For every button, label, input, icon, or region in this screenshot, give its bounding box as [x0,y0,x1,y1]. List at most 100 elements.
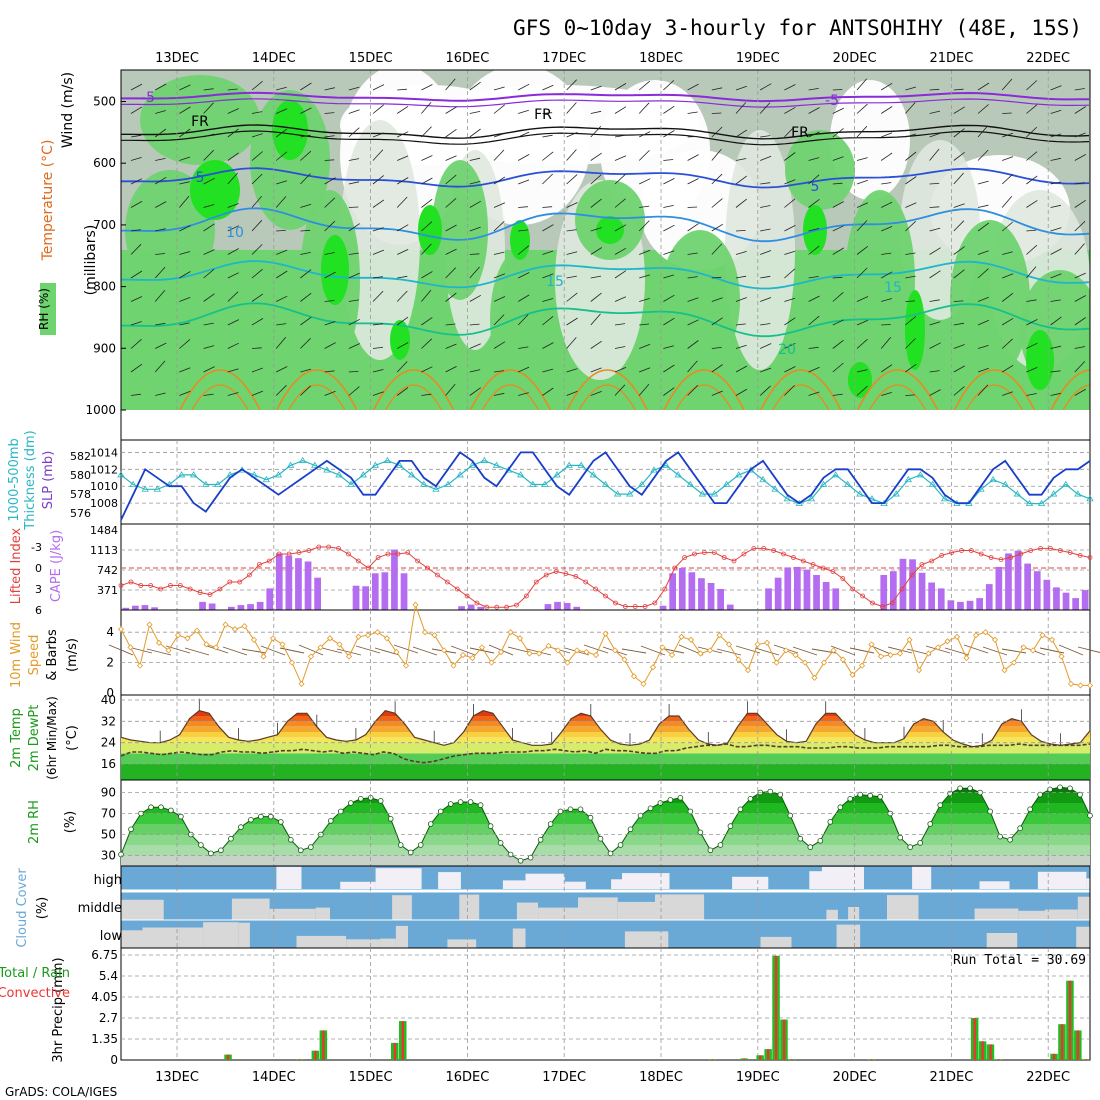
wind-barb [300,173,311,185]
cape-bar [909,559,916,610]
wind-speed-point [478,644,486,651]
cloud-gap [392,895,412,920]
lifted-index-point [395,551,401,557]
wind-speed-point [763,639,771,646]
wind-speed-point [298,680,305,687]
wind-barb [590,227,602,232]
wind-barb [542,273,554,279]
cloud-gap [979,881,1010,889]
thickness-point [868,495,876,502]
wind-barb [929,370,940,373]
rh-area [190,160,240,220]
thickness-point [916,471,925,478]
wind-barb [324,342,336,349]
lifted-index-point [118,583,124,588]
wind-barb [445,224,457,232]
wind-barb [663,105,675,114]
lifted-index-point [929,558,935,564]
wind-barb [227,203,239,208]
wind-barb [711,198,723,208]
thickness-point [1001,480,1009,487]
lifted-index-point [336,546,341,551]
wind-barb [832,291,844,302]
wind-barb [130,134,142,138]
wind-barb [808,228,820,232]
isotherm-line [121,91,1090,103]
wind-barb [754,647,780,656]
lifted-index-point [988,555,994,560]
rh-area [1026,330,1054,390]
wind-barb [542,206,553,208]
wind-barb [542,151,554,161]
wind-barb [663,250,675,255]
isotherm-line [179,369,261,410]
lifted-index-point [266,558,272,564]
rh-point [457,799,464,805]
cape-bar [678,568,686,610]
thickness-point [989,475,997,483]
cloud-gap [269,908,316,920]
cloud-gap [238,922,250,948]
wind-barb [614,174,626,185]
thickness-point [335,471,343,478]
y-tick-label: 742 [97,564,118,577]
cape-bar [314,577,321,610]
thickness-point [722,480,731,487]
wind-barb [179,195,190,208]
lifted-index-line [120,546,1091,608]
wind-barb [421,317,433,326]
wind-barb [977,296,989,302]
wind-barb [179,271,191,279]
thickness-point [553,471,561,478]
precip-convective-bar [1060,1024,1064,1060]
cloud-gap [179,927,204,948]
wind-speed-point [887,651,894,659]
cloud-gap [516,902,538,920]
wind-barb [130,106,143,114]
wind-barb [396,196,408,208]
wind-barb [493,273,506,279]
lifted-index-point [573,574,579,579]
thickness-point [856,490,864,497]
lifted-index-point [741,551,747,557]
wind-barb [760,182,771,185]
wind-barb [905,202,917,208]
isotherm-line [856,369,939,410]
wind-barb [832,247,845,255]
wind-barb [566,275,577,279]
precip-convective-bar [1076,1030,1080,1060]
wind-barb [856,296,869,302]
thickness-point [395,461,404,468]
lifted-index-point [444,579,450,585]
y-tick-label: 6.75 [91,948,118,962]
wind-barb [687,178,699,185]
isotherm-line [953,369,1036,410]
lifted-index-point [909,572,915,578]
isotherm-line [1062,384,1090,410]
wind-barb [977,250,989,255]
wind-barb [396,105,409,114]
wind-barb [1026,104,1038,114]
wind-barb [590,292,602,302]
wind-barb [735,175,748,185]
wind-barb [784,84,796,91]
cape-bar [563,603,571,610]
y-tick-label: 3 [35,583,42,596]
lifted-index-point [1008,555,1014,560]
lifted-index-point [662,586,668,592]
thickness-point [311,461,319,468]
wind-barb [1002,391,1014,396]
wind-speed-point [146,621,153,628]
wind-barb [276,323,287,326]
wind-barb [735,344,747,349]
thickness-point [468,461,476,468]
wind-barb [977,180,989,185]
cape-bar [199,601,206,610]
cape-bar [151,607,158,610]
wind-barb [203,293,215,302]
wind-barb [300,385,311,396]
wind-barb [154,290,166,302]
cape-bar [371,573,379,610]
wind-barb [808,346,819,349]
wind-barb [130,157,142,161]
